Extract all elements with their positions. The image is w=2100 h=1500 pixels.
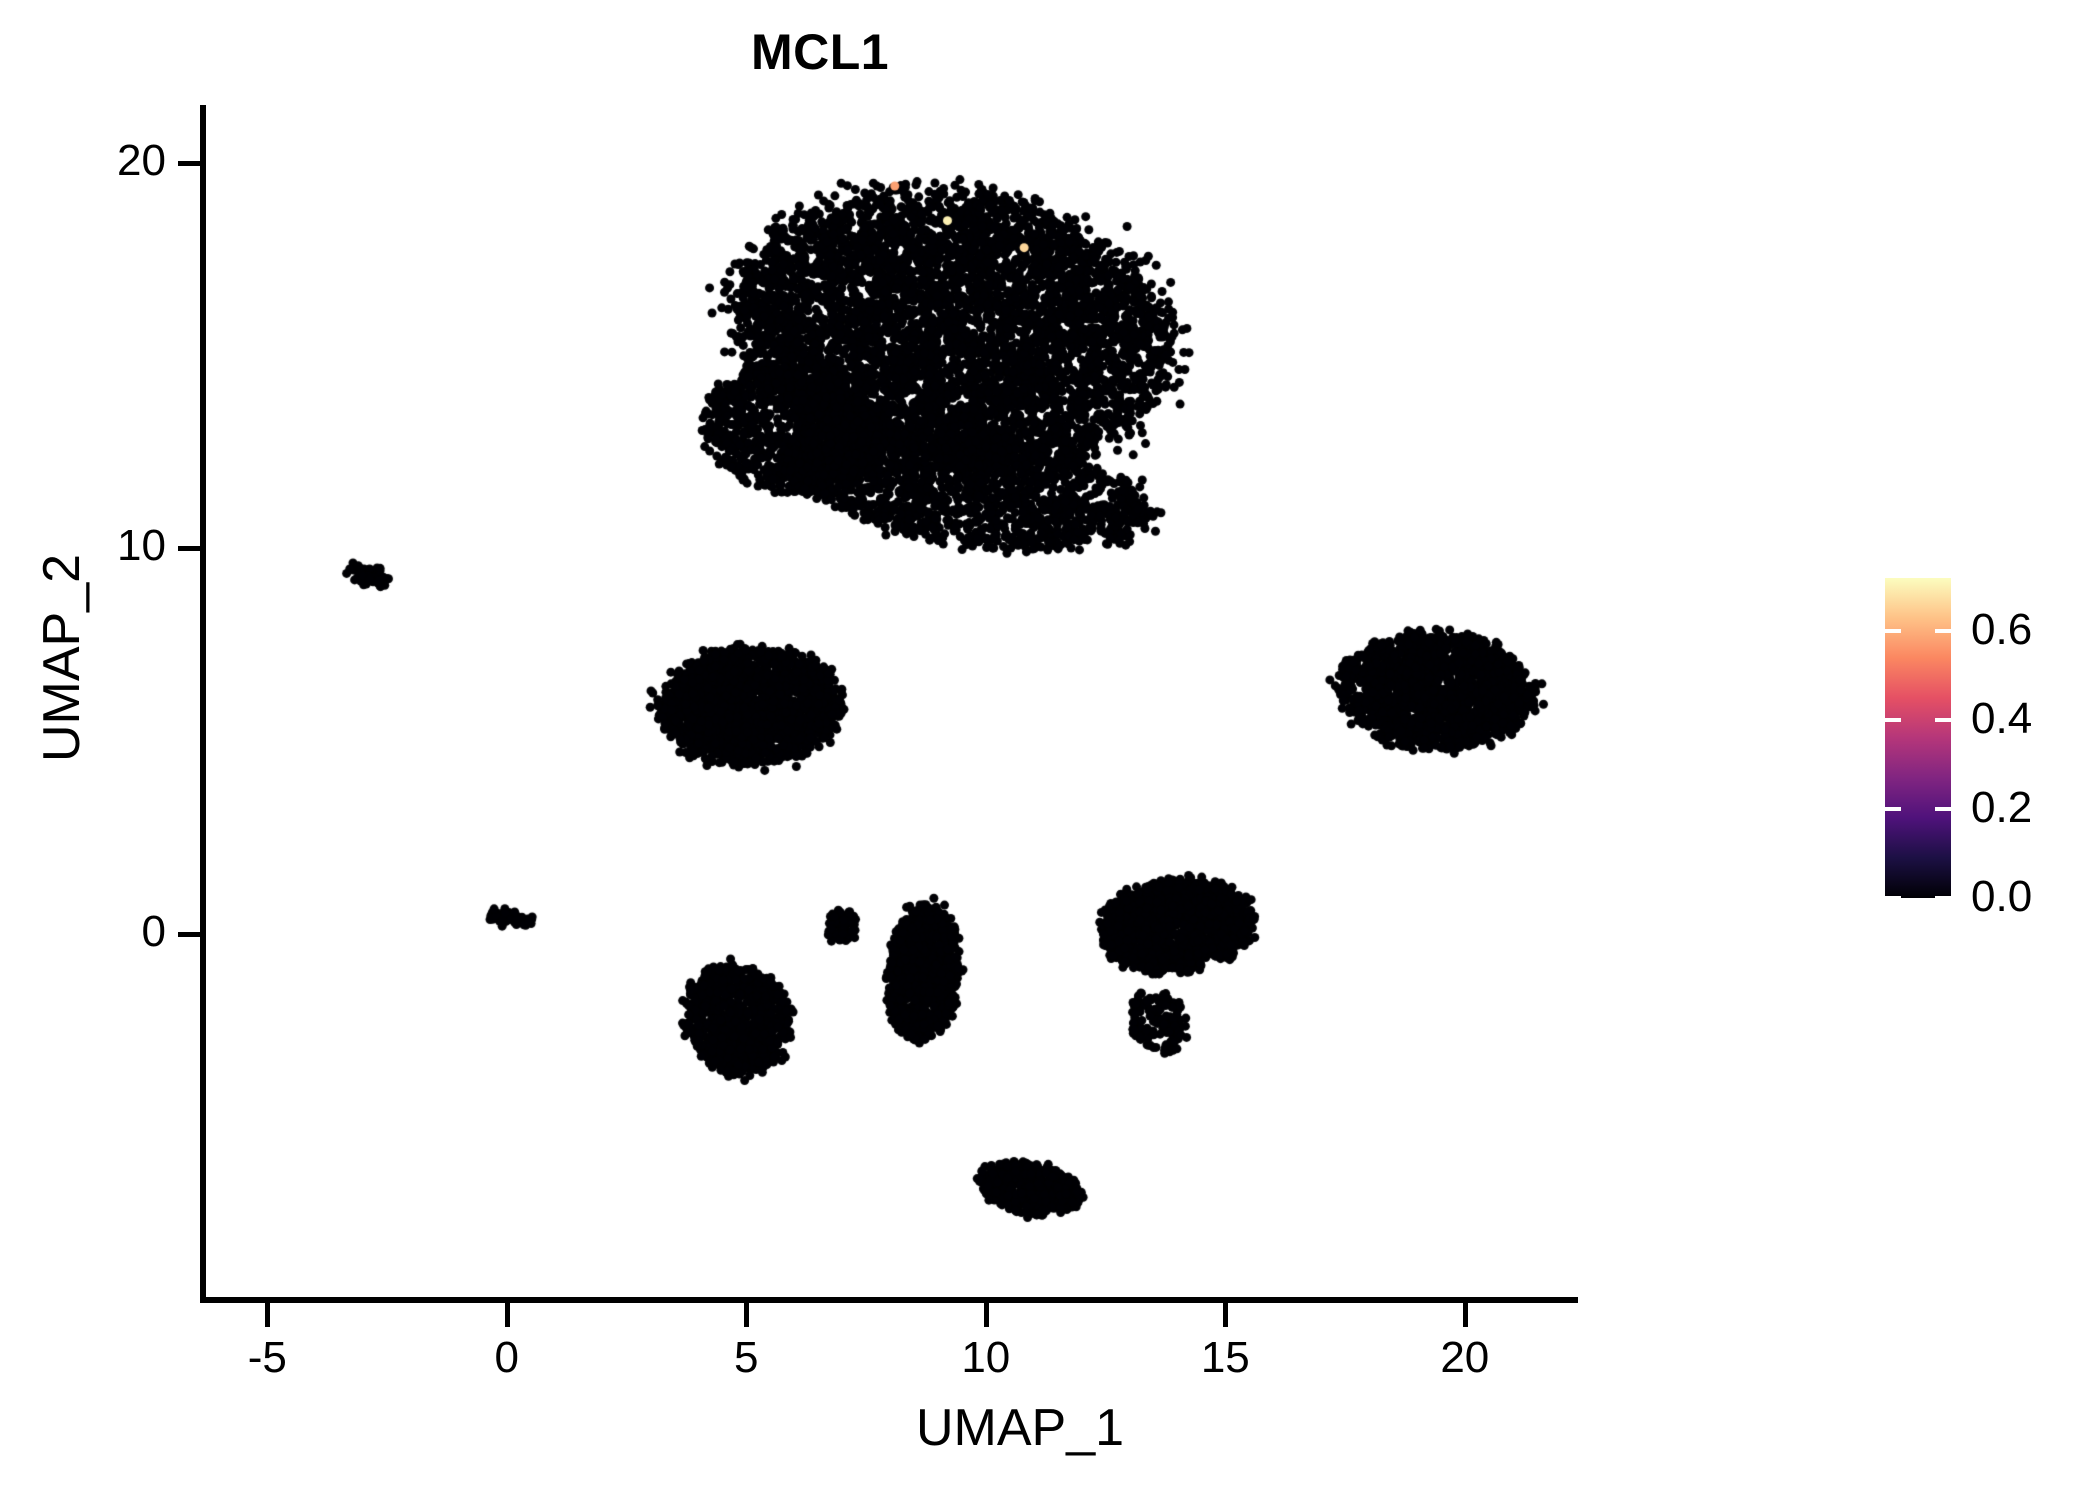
x-tick-mark (744, 1303, 750, 1327)
x-tick-mark (1223, 1303, 1229, 1327)
colorbar-tick-mark (1885, 807, 1901, 812)
page-title: MCL1 (750, 24, 890, 80)
colorbar-gradient (1885, 578, 1951, 898)
y-tick-label: 10 (117, 521, 166, 571)
color-legend: 0.0 0.2 0.4 0.6 (1885, 578, 2085, 919)
x-tick-mark (265, 1303, 271, 1327)
x-tick-label: 15 (1200, 1333, 1250, 1382)
x-tick-label: 0 (494, 1333, 520, 1382)
x-tick-label: -5 (247, 1333, 287, 1382)
colorbar-tick-mark (1885, 629, 1901, 634)
y-tick-mark (178, 546, 200, 552)
colorbar-tick-label: 0.0 (1971, 872, 2033, 921)
y-axis-line (200, 105, 206, 1303)
colorbar (1885, 578, 1951, 900)
plot-panel (205, 105, 1575, 1300)
x-axis-line (200, 1297, 1578, 1303)
x-tick-mark (1462, 1303, 1468, 1327)
x-axis-title: UMAP_1 (915, 1399, 1125, 1457)
colorbar-tick-mark (1885, 718, 1901, 723)
x-tick-mark (983, 1303, 989, 1327)
y-tick-mark (178, 931, 200, 937)
colorbar-tick-mark (1935, 807, 1951, 812)
y-tick-label: 0 (141, 906, 166, 956)
colorbar-tick-mark (1935, 718, 1951, 723)
colorbar-tick-label: 0.6 (1971, 605, 2033, 655)
colorbar-tick-mark (1935, 896, 1951, 900)
colorbar-tick-label: 0.4 (1971, 694, 2033, 744)
x-tick-label: 10 (961, 1333, 1011, 1382)
x-tick-label: 20 (1440, 1333, 1490, 1382)
scatter-points-layer (205, 105, 1575, 1300)
x-tick-label: 5 (734, 1333, 759, 1382)
colorbar-tick-mark (1885, 896, 1901, 900)
y-axis-title: UMAP_2 (33, 553, 91, 763)
colorbar-tick-label: 0.2 (1971, 783, 2033, 833)
y-tick-mark (178, 160, 200, 166)
y-tick-label: 20 (117, 135, 166, 185)
colorbar-tick-mark (1935, 629, 1951, 634)
x-tick-mark (504, 1303, 510, 1327)
